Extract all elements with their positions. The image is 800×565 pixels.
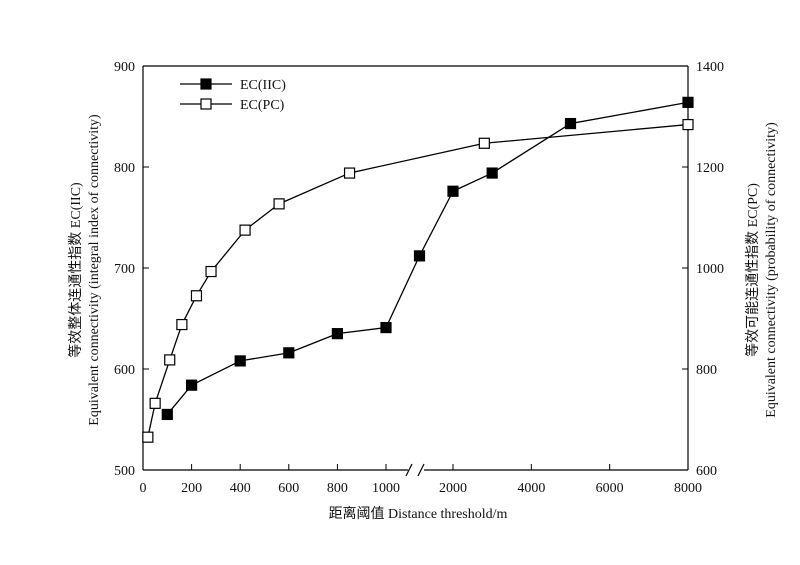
data-point-ec-pc: [190, 290, 203, 302]
series-line-segment: [484, 123, 689, 144]
data-point-ec-pc: [149, 397, 161, 409]
data-point-ec-iic: [447, 185, 459, 197]
data-point-ec-pc: [478, 137, 490, 149]
y-axis-right-title-en: Equivalent connectivity (probability of …: [764, 122, 779, 418]
series-line-segment: [169, 324, 183, 361]
series-line-segment: [491, 123, 571, 174]
x-tick-label: 600: [278, 481, 299, 496]
series-layer: [142, 96, 694, 443]
y-right-tick-label: 1200: [696, 161, 724, 176]
legend-label: EC(IIC): [240, 78, 286, 93]
series-line-segment: [385, 255, 421, 328]
x-tick-label: 400: [230, 481, 251, 496]
y-left-tick-label: 800: [114, 161, 135, 176]
y-axis-right-title-cn: 等效可能连通性指数 EC(PC): [744, 183, 761, 357]
data-point-ec-pc: [142, 431, 154, 443]
y-axis-left-title-cn: 等效整体连通性指数 EC(IIC): [67, 182, 84, 358]
series-line-segment: [147, 403, 156, 438]
data-point-ec-iic: [331, 328, 343, 340]
series-line-segment: [278, 172, 350, 205]
axis-break-mark: [417, 463, 425, 477]
data-point-ec-pc: [164, 354, 176, 366]
data-point-ec-iic: [413, 250, 426, 262]
x-tick-label: 0: [140, 481, 147, 496]
x-axis-title: 距离阈值 Distance threshold/m: [329, 505, 508, 522]
x-tick-label: 1000: [372, 481, 400, 496]
series-line-segment: [349, 142, 485, 174]
data-point-ec-iic: [186, 379, 198, 391]
axes-layer: [142, 65, 689, 477]
series-line-segment: [154, 359, 171, 404]
legend-marker: [200, 98, 212, 110]
data-point-ec-iic: [161, 408, 173, 421]
x-tick-label: 2000: [439, 481, 467, 496]
x-tick-label: 6000: [596, 481, 624, 496]
data-point-ec-pc: [343, 167, 356, 179]
series-line-segment: [191, 360, 241, 386]
y-right-tick-label: 600: [696, 464, 717, 479]
data-point-ec-pc: [273, 198, 285, 210]
x-tick-label: 200: [181, 481, 202, 496]
legend-label: EC(PC): [240, 98, 285, 113]
y-left-tick-label: 900: [114, 60, 135, 75]
legend-marker: [200, 78, 212, 90]
x-tick-label: 4000: [517, 481, 545, 496]
y-left-tick-label: 500: [114, 464, 135, 479]
series-line-segment: [240, 352, 289, 362]
series-line-segment: [570, 101, 689, 125]
x-tick-label: 8000: [674, 481, 702, 496]
data-point-ec-iic: [380, 321, 392, 334]
y-axis-left-title-en: Equivalent connectivity (integral index …: [87, 114, 102, 426]
y-right-tick-label: 1400: [696, 60, 724, 75]
data-point-ec-iic: [682, 96, 694, 108]
legend: EC(IIC) EC(PC): [180, 78, 286, 113]
series-line-segment: [418, 190, 454, 257]
y-left-tick-label: 700: [114, 262, 135, 277]
y-left-tick-label: 600: [114, 363, 135, 378]
axis-break-mark: [405, 463, 413, 477]
y-right-tick-label: 1000: [696, 262, 724, 277]
data-point-ec-pc: [239, 224, 251, 236]
series-line-segment: [337, 326, 387, 335]
series-line-segment: [244, 203, 280, 231]
series-line-segment: [452, 172, 493, 192]
x-tick-label: 800: [327, 481, 348, 496]
series-line-segment: [210, 229, 246, 272]
data-point-ec-pc: [205, 265, 217, 278]
data-point-ec-pc: [682, 118, 694, 131]
y-right-tick-label: 800: [696, 363, 717, 378]
data-point-ec-iic: [564, 117, 577, 130]
data-point-ec-iic: [234, 355, 246, 367]
data-point-ec-iic: [283, 347, 295, 359]
data-point-ec-pc: [176, 318, 188, 331]
series-line-segment: [288, 333, 338, 354]
ticks-layer: 500 600 700 800 900 600 800 1000 1200 1400 0 200 400…: [114, 60, 724, 496]
data-point-ec-iic: [486, 167, 498, 179]
